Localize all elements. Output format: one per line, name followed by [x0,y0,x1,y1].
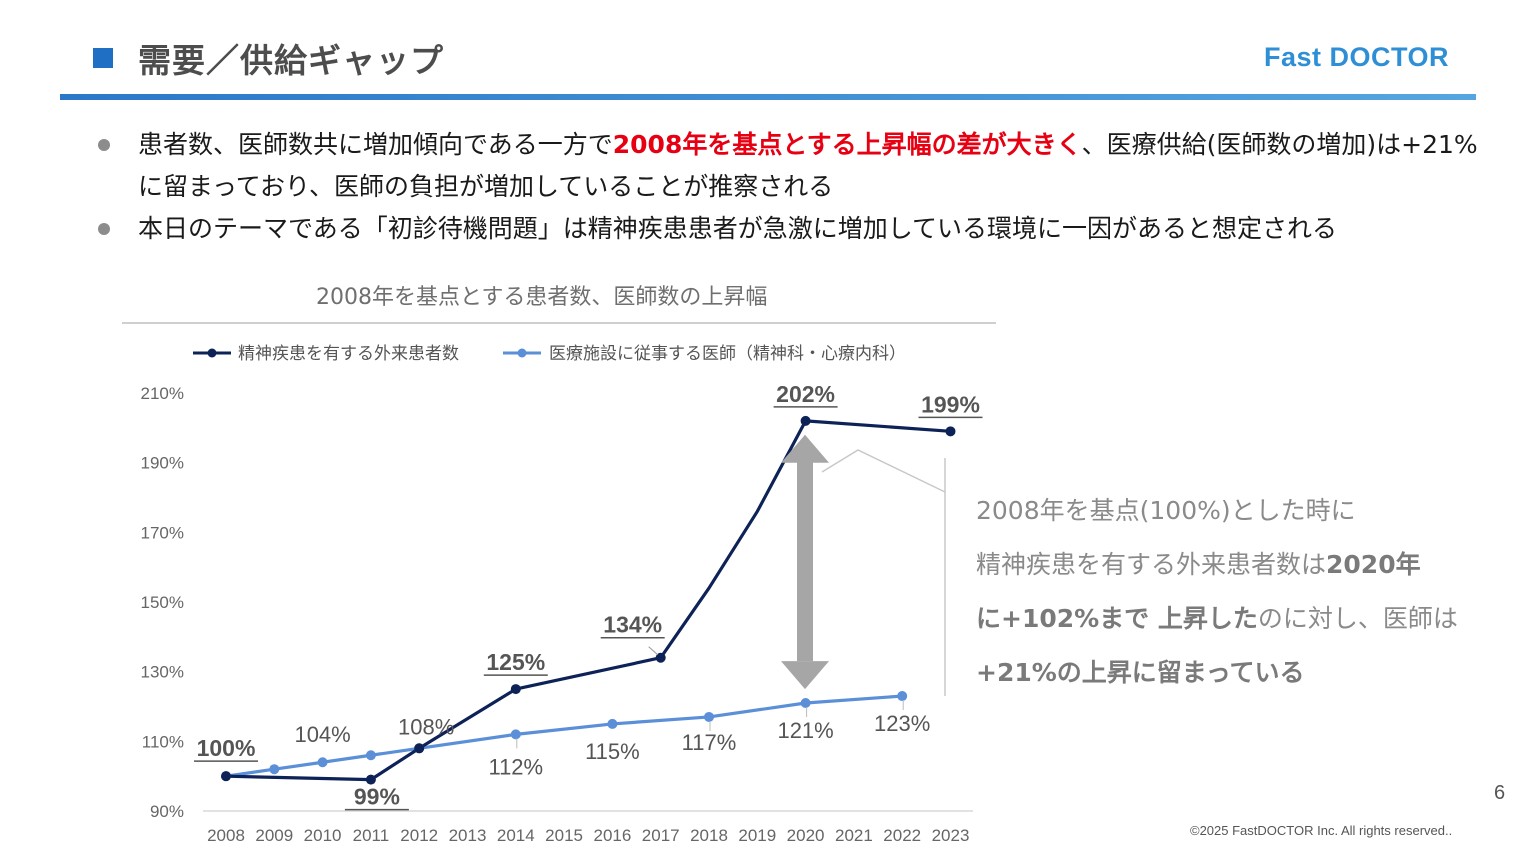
doctors-data-label: 117% [682,730,737,755]
y-tick-label: 150% [141,593,184,612]
fastdoctor-logo: Fast DOCTOR [1264,42,1450,72]
doctors-data-label: 121% [777,718,833,743]
note-line-2a: 精神疾患を有する外来患者数は [976,550,1327,579]
patients-point [221,771,231,782]
doctors-data-label: 123% [874,711,930,736]
note-line-4: +21%の上昇に留まっている [976,646,1516,700]
doctors-point [317,757,328,768]
doctors-point [704,711,714,722]
x-tick-label: 2020 [787,826,825,845]
patients-point [945,426,956,437]
callout-connector [821,449,946,493]
doctors-point [269,764,280,775]
patients-data-label: 199% [921,391,980,417]
y-tick-label: 130% [141,663,184,682]
legend-doctors-marker [517,348,527,358]
bullet-2-text: 本日のテーマである「初診待機問題」は精神疾患患者が急激に増加している環境に一因が… [138,214,1338,243]
y-tick-label: 190% [141,454,184,473]
doctors-series-line [225,694,903,778]
note-line-3: に+102%まで 上昇したのに対し、医師は [976,592,1516,646]
x-tick-label: 2014 [497,826,535,845]
bullet-1-post: 、医療供給(医師数の増加)は+21%に留まっており、医師の負担が増加していること… [138,130,1478,201]
x-tick-label: 2021 [835,826,873,845]
annotation-note: 2008年を基点(100%)とした時に 精神疾患を有する外来患者数は2020年 … [976,484,1516,700]
chart-title-divider [122,322,996,324]
legend-doctors-label: 医療施設に従事する医師（精神科・心療内科） [549,344,906,364]
x-tick-label: 2017 [642,826,680,845]
x-tick-label: 2008 [207,826,245,845]
note-line-2b: 2020年 [1326,550,1421,579]
x-tick-label: 2023 [932,826,970,845]
copyright: ©2025 FastDOCTOR Inc. All rights reserve… [1190,823,1453,838]
doctors-point [800,698,811,709]
title-square-icon [93,48,113,68]
chart-title: 2008年を基点とする患者数、医師数の上昇幅 [316,285,768,310]
legend-patients-marker [207,348,217,358]
legend-patients-label: 精神疾患を有する外来患者数 [238,344,459,364]
doctors-data-label: 104% [294,722,350,747]
x-tick-label: 2010 [304,826,342,845]
note-line-4-text: +21%の上昇に留まっている [976,658,1305,687]
patients-point [414,743,425,754]
patients-data-label: 100% [197,735,256,761]
patients-point [655,652,666,663]
x-tick-label: 2013 [449,826,487,845]
doctors-point [365,750,376,761]
x-tick-label: 2011 [353,826,390,845]
page-number: 6 [1494,782,1506,804]
doctors-data-label: 108% [398,714,454,739]
note-line-3a: に+102%まで 上昇した [976,604,1258,633]
x-tick-label: 2018 [690,826,728,845]
x-tick-label: 2016 [593,826,631,845]
bullet-dot-icon [98,139,110,151]
note-line-1: 2008年を基点(100%)とした時に [976,496,1356,525]
patients-point [365,774,376,785]
doctors-point [607,718,618,729]
x-tick-label: 2019 [738,826,776,845]
x-tick-label: 2015 [545,826,583,845]
doctors-point [897,691,908,702]
bullet-item-1: 患者数、医師数共に増加傾向である一方で2008年を基点とする上昇幅の差が大きく、… [92,124,1492,208]
header-divider [60,94,1476,100]
x-tick-label: 2009 [255,826,293,845]
page-title: 需要／供給ギャップ [138,41,444,80]
patients-point [800,415,811,426]
x-tick-label: 2012 [400,826,438,845]
bullet-dot-icon [98,223,110,235]
note-line-3b: のに対し、医師は [1257,604,1458,633]
label-leader-line [648,646,659,656]
gap-arrow-head-bottom [781,661,829,690]
x-tick-label: 2022 [883,826,921,845]
gap-arrow-shaft [797,461,813,662]
y-tick-label: 210% [141,384,184,403]
note-line-2: 精神疾患を有する外来患者数は2020年 [976,538,1516,592]
bullet-1-highlight: 2008年を基点とする上昇幅の差が大きく [612,130,1082,159]
bullet-list: 患者数、医師数共に増加傾向である一方で2008年を基点とする上昇幅の差が大きく、… [92,124,1492,250]
doctors-point [510,729,521,740]
bullet-item-2: 本日のテーマである「初診待機問題」は精神疾患患者が急激に増加している環境に一因が… [92,208,1492,250]
doctors-data-label: 112% [488,754,543,779]
patients-point [510,684,521,695]
gap-arrow-head-top [781,434,829,463]
patients-data-label: 125% [486,649,545,675]
bullet-1-pre: 患者数、医師数共に増加傾向である一方で [138,130,613,159]
y-tick-label: 110% [142,732,184,751]
patients-data-label: 99% [354,784,400,810]
y-tick-label: 90% [150,802,184,821]
patients-data-label: 134% [603,612,662,638]
doctors-data-label: 115% [585,739,640,764]
y-tick-label: 170% [141,523,184,542]
patients-data-label: 202% [776,381,835,407]
